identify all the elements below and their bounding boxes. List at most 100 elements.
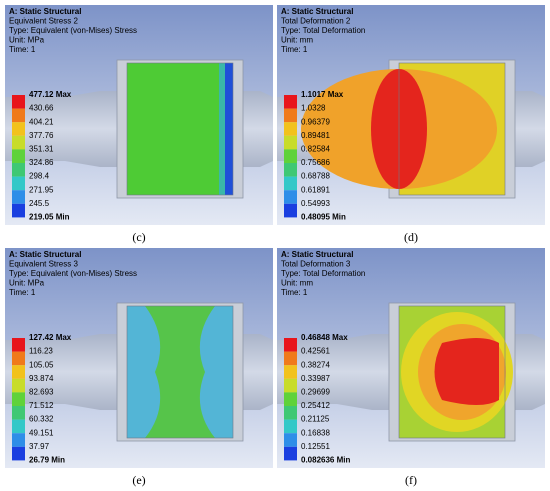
legend-swatch: [12, 433, 25, 447]
shaft: [277, 334, 389, 410]
legend-label: 0.42561: [301, 347, 330, 356]
legend-swatch: [284, 338, 297, 352]
legend-label: 1.1017 Max: [301, 90, 344, 99]
header-line: A: Static Structural: [281, 250, 353, 259]
header-line: Type: Total Deformation: [281, 26, 365, 35]
legend-label: 116.23: [29, 347, 53, 356]
legend-swatch: [12, 446, 25, 461]
header-line: Total Deformation 2: [281, 17, 351, 26]
legend-label: 0.29699: [301, 388, 330, 397]
header-line: Type: Equivalent (von-Mises) Stress: [9, 26, 137, 35]
header-line: Unit: MPa: [9, 279, 45, 288]
legend-label: 377.76: [29, 131, 54, 140]
legend-label: 93.874: [29, 374, 54, 383]
legend-label: 1.0328: [301, 104, 326, 113]
panel-caption: (d): [404, 230, 418, 244]
legend-swatch: [284, 351, 297, 366]
legend-label: 0.12551: [301, 442, 330, 451]
legend-label: 271.95: [29, 185, 54, 194]
legend-swatch: [12, 95, 25, 109]
contour: [434, 338, 499, 405]
header-line: Time: 1: [9, 45, 36, 54]
header-line: Unit: mm: [281, 279, 313, 288]
header-line: A: Static Structural: [9, 7, 81, 16]
legend-label: 0.16838: [301, 428, 330, 437]
legend-label: 477.12 Max: [29, 90, 72, 99]
panel-caption: (e): [132, 473, 145, 487]
legend-label: 26.79 Min: [29, 456, 65, 465]
header-line: Equivalent Stress 2: [9, 17, 78, 26]
legend-label: 0.82584: [301, 145, 330, 154]
legend-swatch: [12, 365, 25, 379]
header-line: A: Static Structural: [9, 250, 81, 259]
legend-swatch: [284, 176, 297, 191]
legend-swatch: [12, 419, 25, 434]
legend-swatch: [284, 163, 297, 177]
shaft: [5, 91, 117, 167]
legend-label: 105.05: [29, 360, 54, 369]
header-line: Time: 1: [281, 288, 308, 297]
legend-label: 37.97: [29, 442, 50, 451]
shaft: [515, 334, 545, 410]
header-line: Unit: MPa: [9, 36, 45, 45]
shaft: [5, 334, 117, 410]
legend-swatch: [12, 135, 25, 150]
header-line: Time: 1: [9, 288, 36, 297]
header-line: Unit: mm: [281, 36, 313, 45]
header-line: A: Static Structural: [281, 7, 353, 16]
housing-edge: [398, 305, 506, 439]
contour: [127, 63, 233, 195]
legend-label: 0.46848 Max: [301, 333, 348, 342]
legend-label: 0.33987: [301, 374, 330, 383]
legend-swatch: [284, 392, 297, 406]
legend-swatch: [12, 176, 25, 191]
legend-swatch: [12, 406, 25, 420]
legend-label: 351.31: [29, 145, 54, 154]
panel-caption: (c): [132, 230, 145, 244]
legend-swatch: [284, 108, 297, 123]
legend-label: 324.86: [29, 158, 54, 167]
legend-label: 49.151: [29, 428, 54, 437]
legend-swatch: [284, 122, 297, 136]
legend-swatch: [284, 406, 297, 420]
legend-swatch: [284, 149, 297, 163]
legend-swatch: [284, 135, 297, 150]
legend-swatch: [284, 365, 297, 379]
legend-swatch: [284, 190, 297, 204]
legend-label: 0.96379: [301, 117, 330, 126]
legend-swatch: [12, 338, 25, 352]
legend-swatch: [12, 203, 25, 218]
legend-label: 404.21: [29, 117, 54, 126]
legend-label: 245.5: [29, 199, 50, 208]
shaft: [243, 91, 273, 167]
legend-label: 0.61891: [301, 185, 330, 194]
legend-swatch: [12, 122, 25, 136]
legend-label: 430.66: [29, 104, 54, 113]
legend-label: 0.25412: [301, 401, 330, 410]
legend-swatch: [12, 149, 25, 163]
legend-label: 219.05 Min: [29, 213, 70, 222]
legend-label: 0.082636 Min: [301, 456, 350, 465]
legend-swatch: [12, 351, 25, 366]
housing-edge: [126, 305, 234, 439]
legend-swatch: [284, 419, 297, 434]
legend-swatch: [284, 378, 297, 393]
legend-label: 127.42 Max: [29, 333, 72, 342]
header-line: Time: 1: [281, 45, 308, 54]
housing-edge: [126, 62, 234, 196]
legend-swatch: [12, 392, 25, 406]
legend-label: 0.89481: [301, 131, 330, 140]
legend-swatch: [284, 95, 297, 109]
header-line: Type: Total Deformation: [281, 269, 365, 278]
legend-swatch: [284, 433, 297, 447]
shaft: [243, 334, 273, 410]
header-line: Total Deformation 3: [281, 260, 351, 269]
legend-swatch: [12, 378, 25, 393]
legend-swatch: [284, 203, 297, 218]
legend-label: 0.38274: [301, 360, 330, 369]
header-line: Equivalent Stress 3: [9, 260, 78, 269]
